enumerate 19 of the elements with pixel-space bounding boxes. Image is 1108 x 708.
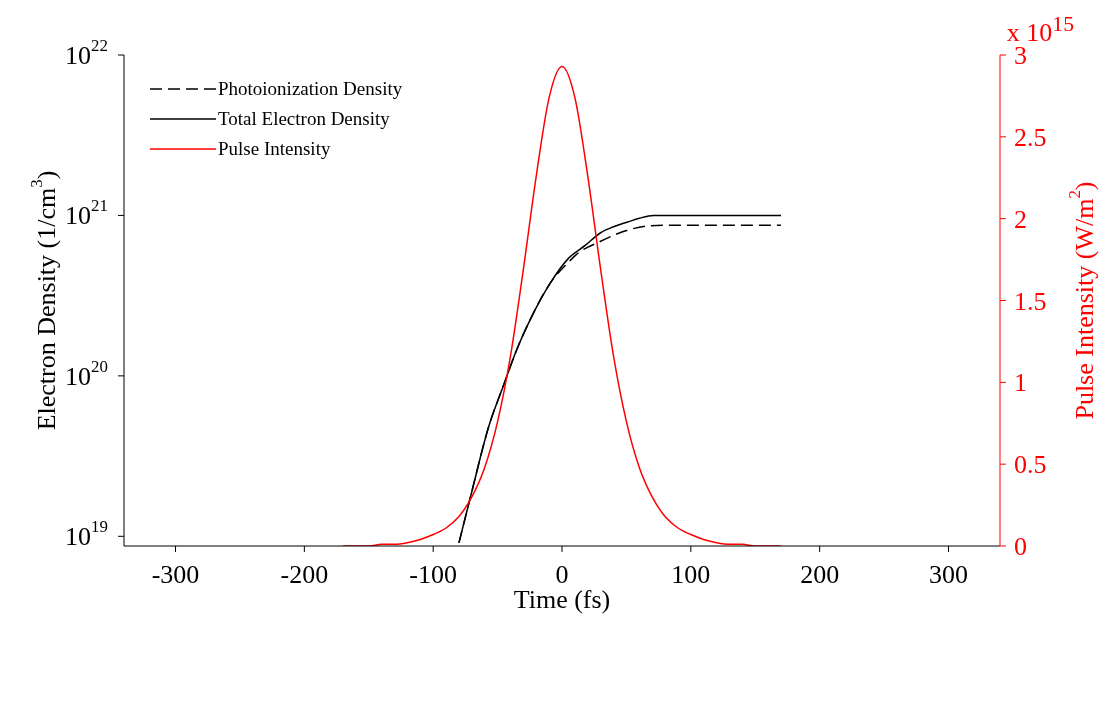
x-tick-label: -100 bbox=[409, 559, 458, 589]
x-tick-label: -200 bbox=[280, 559, 329, 589]
x-tick-label: 200 bbox=[800, 559, 840, 589]
y2-tick-label: 1.5 bbox=[1014, 286, 1047, 315]
legend-label: Pulse Intensity bbox=[218, 138, 331, 160]
y2-tick-label: 2.5 bbox=[1014, 122, 1047, 152]
y-tick-label: 10$^{20}$ bbox=[65, 356, 108, 391]
y2-tick-label: 2 bbox=[1014, 204, 1027, 234]
legend-label: Photoionization Density bbox=[218, 78, 403, 100]
y2-tick-label: 0 bbox=[1014, 531, 1027, 561]
x-tick-label: -300 bbox=[151, 559, 200, 589]
y2-tick-label: 1 bbox=[1014, 367, 1027, 397]
x-tick-label: 300 bbox=[928, 559, 968, 589]
y2-tick-label: 0.5 bbox=[1014, 449, 1047, 479]
y-tick-label: 10$^{19}$ bbox=[65, 517, 108, 551]
x-tick-label: 100 bbox=[671, 559, 711, 589]
y-tick-label: 10$^{21}$ bbox=[65, 196, 108, 230]
y-tick-label: 10$^{22}$ bbox=[65, 36, 108, 70]
legend-label: Total Electron Density bbox=[218, 108, 390, 130]
